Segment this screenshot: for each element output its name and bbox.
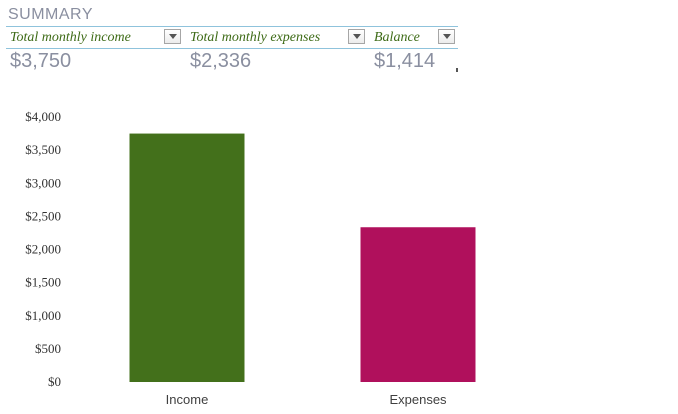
- y-tick-label: $500: [35, 341, 61, 356]
- cell-mark: [456, 68, 458, 72]
- bar-income[interactable]: [129, 133, 245, 382]
- header-total-monthly-expenses: Total monthly expenses: [190, 30, 321, 45]
- summary-bar-chart: $0 $500 $1,000 $1,500 $2,000 $2,500 $3,000 $3,5…: [25, 109, 476, 407]
- x-tick-label: Income: [166, 392, 209, 407]
- header-total-monthly-income: Total monthly income: [10, 30, 131, 45]
- y-tick-label: $3,500: [25, 142, 61, 157]
- y-tick-label: $4,000: [25, 109, 61, 124]
- filter-dropdown-balance[interactable]: [438, 29, 455, 44]
- y-tick-label: $3,000: [25, 175, 61, 190]
- chevron-down-icon: [443, 34, 451, 39]
- filter-dropdown-income[interactable]: [164, 29, 181, 44]
- value-balance: $1,414: [374, 50, 436, 72]
- y-tick-label: $1,500: [25, 275, 61, 290]
- filter-dropdown-expenses[interactable]: [348, 29, 365, 44]
- y-tick-label: $1,000: [25, 308, 61, 323]
- header-balance: Balance: [374, 30, 420, 45]
- chevron-down-icon: [169, 34, 177, 39]
- x-tick-label: Expenses: [389, 392, 447, 407]
- summary-table-header: Total monthly income Total monthly expen…: [6, 26, 458, 49]
- y-tick-label: $2,000: [25, 242, 61, 257]
- summary-title: SUMMARY: [8, 6, 93, 23]
- value-total-monthly-income: $3,750: [10, 50, 72, 72]
- bar-expenses[interactable]: [360, 227, 476, 382]
- value-total-monthly-expenses: $2,336: [190, 50, 252, 72]
- y-tick-label: $2,500: [25, 208, 61, 223]
- chevron-down-icon: [353, 34, 361, 39]
- y-tick-label: $0: [48, 374, 61, 389]
